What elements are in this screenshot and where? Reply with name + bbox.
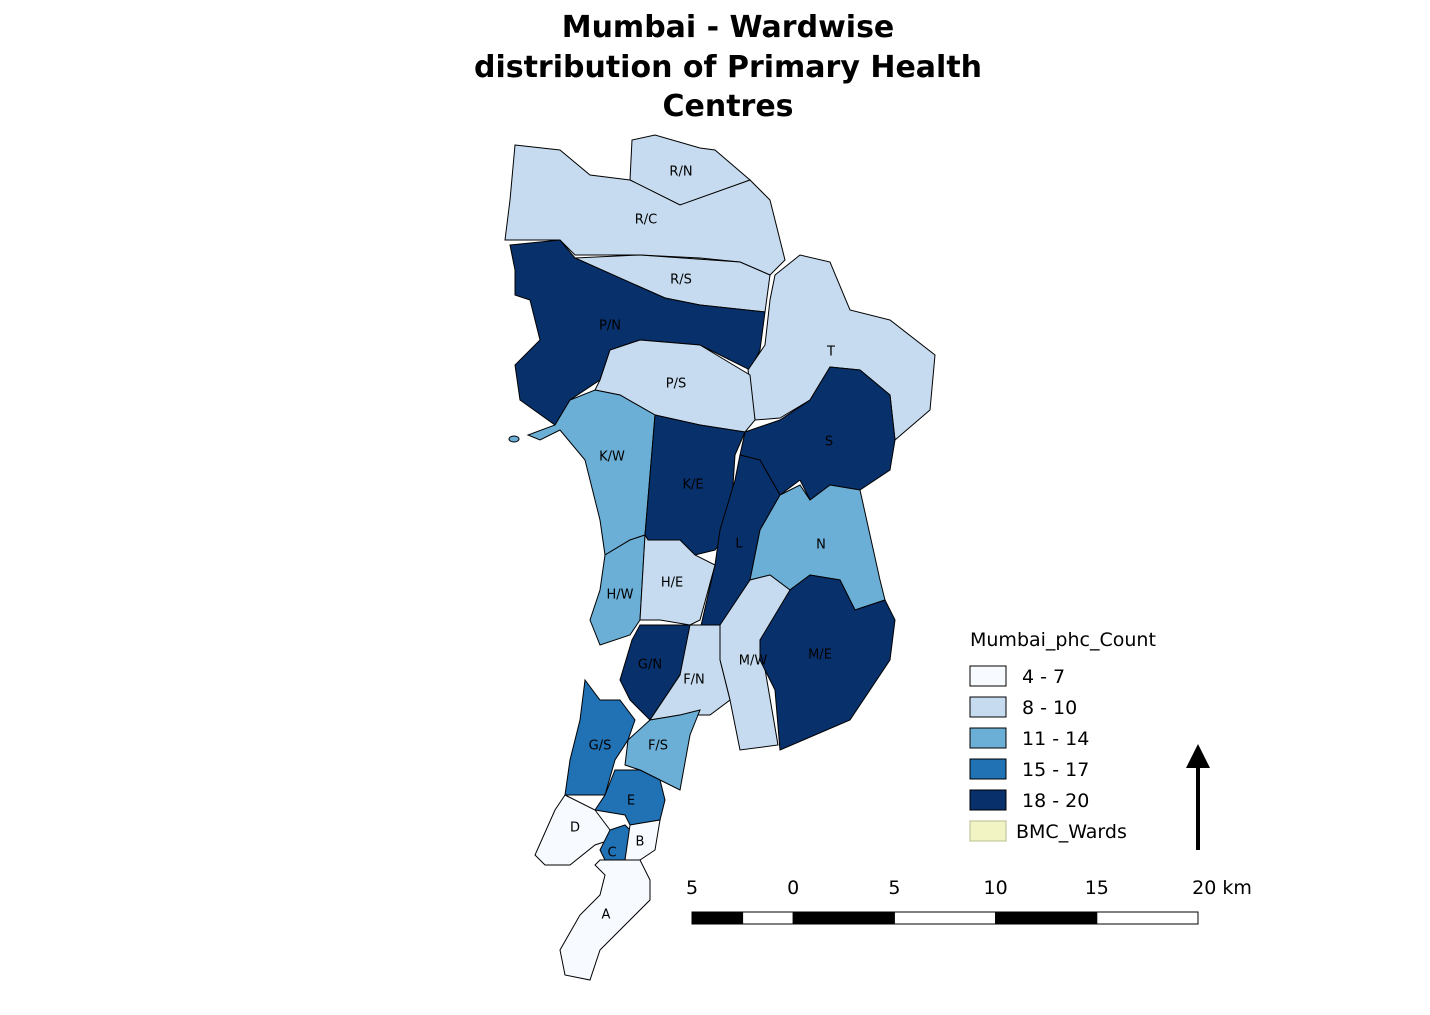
ward-label: S [825, 435, 833, 450]
north-arrow [1186, 744, 1210, 850]
islet [508, 435, 520, 443]
ward-labels: R/N R/C R/S P/N T P/S K/W K/E S L N H/W … [570, 165, 835, 923]
title-line: Mumbai - Wardwise [562, 10, 895, 45]
ward-label: F/N [683, 673, 705, 688]
ward [759, 574, 896, 751]
ward-label: M/E [808, 648, 832, 663]
scale-label: 5 [686, 877, 698, 899]
legend-swatch [969, 696, 1007, 718]
ward [589, 534, 646, 646]
legend-swatch [969, 665, 1007, 687]
legend-label: BMC_Wards [1016, 821, 1127, 843]
legend-title: Mumbai_phc_Count [970, 629, 1156, 651]
ward [648, 624, 731, 721]
legend-swatch [969, 727, 1007, 749]
ward-label: C [607, 846, 616, 861]
wards [504, 134, 936, 981]
ward-label: K/W [599, 450, 625, 465]
ward-label: D [570, 821, 580, 836]
arrow-head [1186, 744, 1210, 768]
ward-label: T [826, 345, 835, 360]
legend: 4 - 7 8 - 10 11 - 14 15 - 17 18 - 20 BMC_Ward… [969, 665, 1127, 843]
ward-label: P/S [666, 377, 686, 392]
scale-segment [1096, 911, 1199, 925]
ward-label: H/E [661, 576, 683, 591]
scale-label: 0 [787, 877, 799, 899]
scale-label: 10 [984, 877, 1008, 899]
ward [639, 533, 716, 626]
ward-label: P/N [599, 319, 621, 334]
legend-label: 15 - 17 [1022, 759, 1089, 781]
ward-label: A [602, 908, 611, 923]
ward-label: H/W [606, 588, 633, 603]
ward-label: R/N [669, 165, 692, 180]
legend-swatch [969, 820, 1007, 842]
ward [624, 819, 661, 861]
scale-segment [691, 911, 744, 925]
scale-segment [995, 911, 1098, 925]
ward-label: G/S [589, 739, 612, 754]
ward-label: N [816, 538, 826, 553]
ward [624, 709, 701, 791]
ward-label: L [735, 537, 743, 552]
scale-segment [742, 911, 794, 925]
scale-label: 20 km [1192, 877, 1252, 899]
ward-label: K/E [682, 478, 703, 493]
title-line: distribution of Primary Health [474, 50, 982, 85]
ward-label: F/S [648, 739, 668, 754]
legend-label: 18 - 20 [1022, 790, 1089, 812]
ward-label: G/N [638, 658, 662, 673]
ward [534, 794, 611, 866]
ward-label: E [627, 794, 635, 809]
ward-label: B [636, 835, 645, 850]
scale-segment [893, 911, 997, 925]
ward-label: M/W [739, 654, 768, 669]
title-line: Centres [662, 89, 793, 124]
legend-label: 4 - 7 [1022, 666, 1065, 688]
legend-label: 8 - 10 [1022, 697, 1077, 719]
ward [564, 678, 636, 796]
scale-bar: 5 0 5 10 15 20 km [686, 877, 1252, 925]
ward [559, 859, 651, 981]
scale-segment [792, 911, 895, 925]
ward-label: R/C [635, 213, 658, 228]
ward-label: R/S [670, 273, 692, 288]
scale-label: 5 [888, 877, 900, 899]
scale-label: 15 [1085, 877, 1109, 899]
legend-label: 11 - 14 [1022, 728, 1089, 750]
legend-swatch [969, 758, 1007, 780]
legend-swatch [969, 789, 1007, 811]
